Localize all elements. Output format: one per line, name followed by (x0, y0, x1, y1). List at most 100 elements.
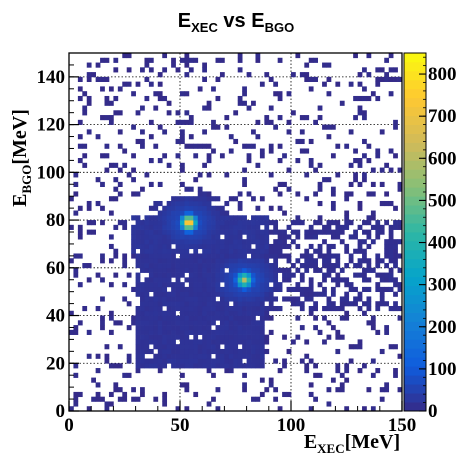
heatmap-bin (211, 277, 216, 283)
heatmap-bin (153, 224, 159, 230)
heatmap-bin (166, 315, 172, 321)
heatmap-bin (135, 191, 141, 197)
heatmap-bin (233, 248, 239, 254)
heatmap-bin (277, 282, 283, 288)
heatmap-bin (188, 196, 194, 202)
heatmap-bin (175, 210, 181, 216)
heatmap-bin (215, 305, 221, 312)
heatmap-bin (202, 143, 207, 149)
heatmap-bin (148, 81, 154, 87)
heatmap-bin (166, 100, 172, 106)
heatmap-bin (148, 320, 154, 326)
heatmap-bin (370, 358, 376, 364)
heatmap-bin (113, 387, 119, 393)
heatmap-bin (242, 167, 247, 173)
heatmap-bin (237, 329, 243, 335)
heatmap-bin (122, 258, 128, 264)
heatmap-bin (197, 325, 203, 331)
heatmap-bin (228, 344, 234, 350)
colorbar-step (404, 53, 426, 63)
heatmap-bin (219, 210, 225, 216)
heatmap-bin (95, 305, 101, 312)
heatmap-bin (104, 353, 110, 359)
heatmap-bin (393, 124, 398, 130)
heatmap-bin (180, 315, 185, 321)
heatmap-bin (304, 229, 310, 235)
heatmap-bin (326, 296, 332, 302)
heatmap-bin (202, 339, 207, 345)
heatmap-bin (224, 291, 230, 297)
heatmap-bin (162, 396, 168, 402)
heatmap-bin (135, 263, 141, 269)
heatmap-bin (193, 177, 199, 183)
heatmap-bin (242, 86, 247, 92)
heatmap-bin (100, 253, 105, 259)
heatmap-bin (295, 191, 301, 197)
heatmap-bin (286, 234, 292, 240)
heatmap-bin (113, 253, 119, 259)
heatmap-bin (219, 339, 225, 345)
heatmap-bin (357, 368, 363, 374)
heatmap-bin (184, 310, 190, 316)
heatmap-bin (175, 348, 181, 355)
heatmap-bin (339, 277, 345, 283)
heatmap-bin (188, 210, 194, 216)
heatmap-bin (140, 220, 145, 226)
heatmap-bin (233, 196, 239, 202)
heatmap-bin (228, 196, 234, 202)
heatmap-bin (140, 391, 145, 398)
heatmap-bin (113, 57, 119, 63)
heatmap-bin (393, 291, 398, 297)
heatmap-bin (366, 95, 372, 102)
heatmap-bin (313, 229, 318, 235)
heatmap-bin (197, 282, 203, 288)
heatmap-bin (162, 153, 168, 159)
heatmap-bin (180, 363, 185, 369)
heatmap-bin (193, 348, 199, 355)
heatmap-bin (180, 348, 185, 355)
heatmap-bin (135, 215, 141, 221)
heatmap-bin (211, 253, 216, 259)
colorbar-step (404, 223, 426, 233)
heatmap-bin (308, 76, 314, 82)
heatmap-bin (362, 115, 367, 121)
heatmap-bin (148, 215, 154, 221)
heatmap-bin (144, 239, 150, 245)
heatmap-bin (277, 143, 283, 149)
heatmap-bin (379, 272, 385, 278)
heatmap-bin (308, 162, 314, 168)
heatmap-bin (171, 224, 176, 230)
heatmap-bin (193, 325, 199, 331)
heatmap-bin (326, 76, 332, 82)
heatmap-bin (242, 301, 247, 307)
heatmap-bin (144, 263, 150, 269)
heatmap-bin (162, 248, 168, 254)
heatmap-bin (211, 86, 216, 92)
heatmap-bin (286, 253, 292, 259)
heatmap-bin (108, 210, 114, 216)
heatmap-bin (122, 224, 128, 230)
heatmap-bin (206, 224, 212, 230)
heatmap-bin (113, 272, 119, 278)
heatmap-bin (162, 348, 168, 355)
heatmap-bin (162, 277, 168, 283)
heatmap-bin (140, 143, 145, 149)
heatmap-bin (255, 57, 261, 63)
heatmap-bin (304, 248, 310, 254)
heatmap-bin (122, 162, 128, 168)
heatmap-bin (193, 363, 199, 369)
heatmap-bin (140, 263, 145, 269)
heatmap-bin (193, 57, 199, 63)
heatmap-bin (157, 296, 163, 302)
heatmap-bin (184, 305, 190, 312)
heatmap-bin (171, 291, 176, 297)
heatmap-bin (82, 105, 88, 111)
heatmap-bin (317, 267, 323, 273)
heatmap-bin (180, 134, 185, 140)
heatmap-bin (251, 224, 256, 230)
colorbar-step (404, 97, 426, 108)
heatmap-bin (148, 277, 154, 283)
heatmap-bin (144, 296, 150, 302)
heatmap-bin (219, 353, 225, 359)
colorbar-step (404, 357, 426, 367)
